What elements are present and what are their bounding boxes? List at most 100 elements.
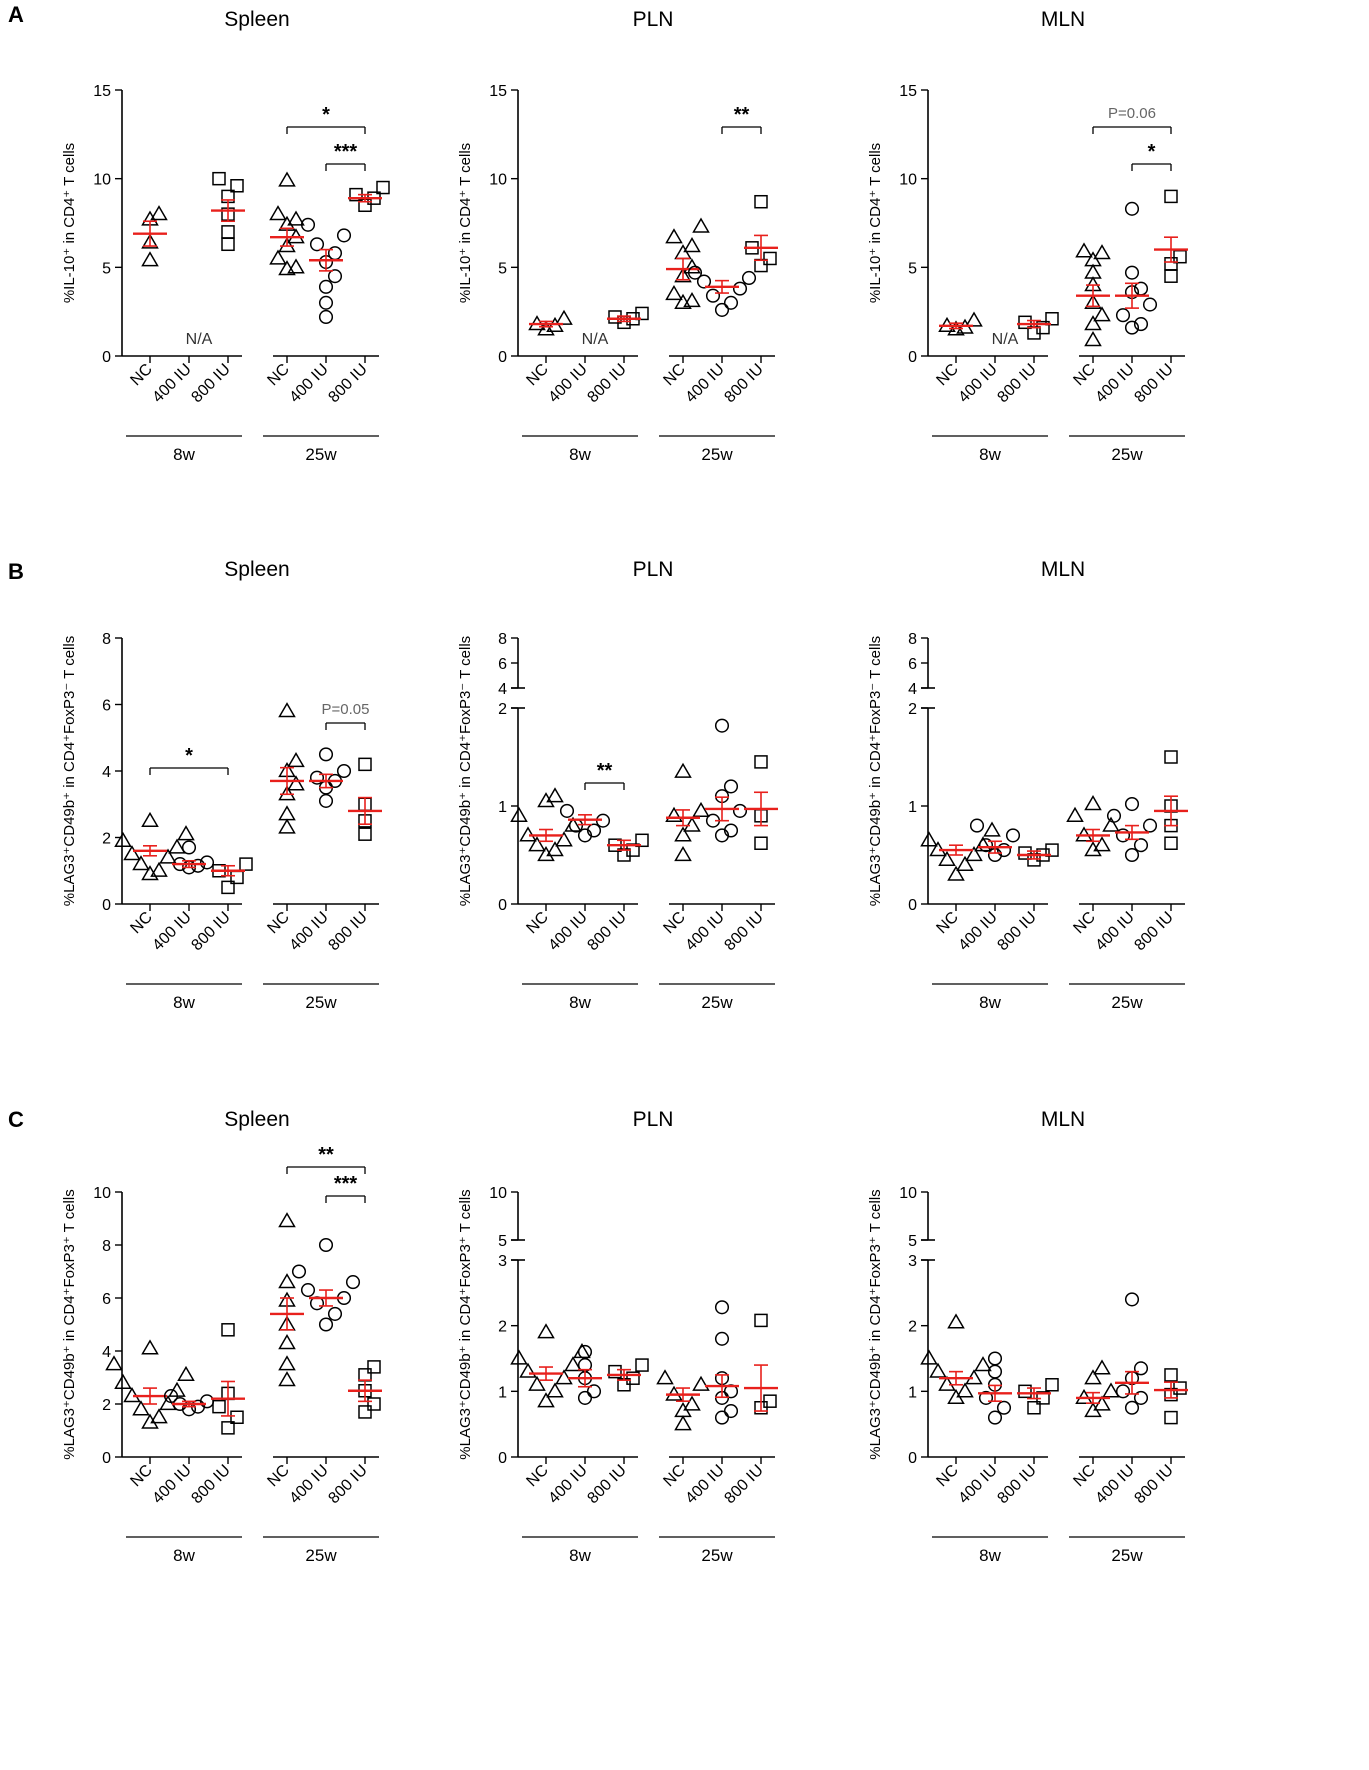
significance-label: P=0.06 — [1108, 105, 1156, 122]
y-tick-label: 1 — [908, 799, 917, 816]
x-tick-label: 800 IU — [584, 1462, 629, 1507]
y-tick-label: 0 — [908, 349, 917, 366]
data-point-square — [367, 1360, 381, 1374]
data-point-circle — [723, 779, 739, 794]
timepoint-label: 25w — [1111, 1546, 1143, 1565]
y-tick-label: 2 — [102, 1397, 111, 1414]
data-point-square — [358, 1405, 372, 1419]
timepoint-label: 25w — [701, 445, 733, 464]
data-point-triangle — [938, 1375, 956, 1391]
x-tick-label: 800 IU — [325, 361, 370, 406]
y-tick-label: 5 — [102, 260, 111, 277]
x-tick-label: 400 IU — [955, 909, 1000, 954]
data-point-triangle — [278, 785, 296, 801]
x-tick-label: NC — [660, 361, 688, 389]
timepoint-label: 25w — [305, 1546, 337, 1565]
data-point-triangle — [278, 1355, 296, 1371]
data-point-square — [358, 827, 372, 841]
y-axis-label: %LAG3⁺CD49b⁺ in CD4⁺FoxP3⁻ T cells — [867, 636, 884, 906]
data-point-triangle — [555, 309, 573, 325]
timepoint-label: 25w — [701, 993, 733, 1012]
timepoint-label: 25w — [305, 445, 337, 464]
timepoint-label: 8w — [569, 1546, 591, 1565]
data-point-triangle — [1102, 1382, 1120, 1398]
data-point-circle — [586, 823, 602, 838]
data-point-circle — [318, 747, 334, 762]
data-point-circle — [1005, 828, 1021, 843]
data-point-triangle — [692, 1375, 710, 1391]
timepoint-label: 8w — [979, 993, 1001, 1012]
data-point-triangle — [974, 1356, 992, 1372]
x-tick-label: 800 IU — [325, 909, 370, 954]
data-point-circle — [732, 803, 748, 818]
y-axis-label: %LAG3⁺CD49b⁺ in CD4⁺FoxP3⁻ T cells — [457, 636, 474, 906]
data-point-triangle — [956, 1382, 974, 1398]
y-axis-label: %LAG3⁺CD49b⁺ in CD4⁺FoxP3⁺ T cells — [457, 1189, 474, 1459]
chart-title: MLN — [1041, 8, 1085, 31]
x-tick-label: 400 IU — [545, 361, 590, 406]
data-point-triangle — [920, 1349, 938, 1365]
data-point-triangle — [150, 861, 168, 877]
data-point-square — [754, 1313, 768, 1328]
x-tick-label: 400 IU — [286, 909, 331, 954]
data-point-square — [1018, 846, 1032, 860]
data-point-triangle — [683, 816, 701, 832]
x-tick-label: 400 IU — [149, 361, 194, 406]
data-point-triangle — [528, 836, 546, 852]
y-tick-label: 2 — [498, 1319, 507, 1336]
y-tick-label: 2 — [908, 701, 917, 718]
x-tick-label: 800 IU — [721, 1462, 766, 1507]
data-point-circle — [714, 1300, 730, 1315]
na-label: N/A — [992, 331, 1019, 348]
data-point-triangle — [1084, 293, 1102, 309]
data-point-circle — [309, 770, 325, 785]
data-point-square — [635, 833, 649, 848]
y-tick-label: 0 — [102, 349, 111, 366]
y-tick-label: 3 — [498, 1253, 507, 1270]
data-point-circle — [714, 1331, 730, 1346]
data-point-circle — [309, 237, 325, 252]
data-point-triangle — [278, 818, 296, 834]
data-point-circle — [318, 1317, 334, 1332]
data-point-triangle — [555, 831, 573, 847]
y-tick-label: 0 — [102, 897, 111, 914]
data-point-triangle — [132, 855, 150, 871]
data-point-circle — [723, 1403, 739, 1419]
data-point-triangle — [983, 821, 1001, 837]
data-point-triangle — [938, 850, 956, 867]
data-point-square — [358, 1368, 372, 1382]
data-point-circle — [181, 840, 197, 855]
data-point-square — [635, 306, 649, 321]
data-point-square — [221, 237, 235, 252]
data-point-square — [221, 880, 235, 895]
data-point-square — [1164, 189, 1178, 204]
data-point-circle — [327, 1306, 343, 1321]
chart-title: PLN — [633, 1108, 674, 1131]
data-point-square — [1164, 1410, 1178, 1425]
x-tick-label: 800 IU — [994, 1462, 1039, 1507]
data-point-circle — [996, 1400, 1012, 1415]
data-point-circle — [1142, 818, 1158, 833]
significance-label: * — [322, 104, 330, 126]
data-point-triangle — [132, 1400, 150, 1416]
data-point-square — [635, 1358, 649, 1372]
data-point-circle — [1115, 1384, 1131, 1399]
y-tick-label: 0 — [908, 897, 917, 914]
data-point-circle — [318, 793, 334, 808]
data-point-triangle — [141, 1339, 159, 1355]
y-axis-label: %IL-10⁺ in CD4⁺ T cells — [457, 143, 474, 303]
data-point-triangle — [537, 1323, 555, 1339]
data-point-triangle — [1084, 841, 1102, 857]
data-point-triangle — [947, 1313, 965, 1329]
panel-letter-b: B — [8, 559, 24, 584]
data-point-square — [754, 836, 768, 850]
x-tick-label: 400 IU — [286, 1462, 331, 1507]
x-tick-label: 400 IU — [682, 909, 727, 954]
y-tick-label: 10 — [93, 1185, 111, 1202]
data-point-circle — [978, 838, 994, 853]
data-point-circle — [291, 1264, 307, 1279]
data-point-square — [221, 1323, 235, 1337]
data-point-square — [230, 179, 244, 193]
